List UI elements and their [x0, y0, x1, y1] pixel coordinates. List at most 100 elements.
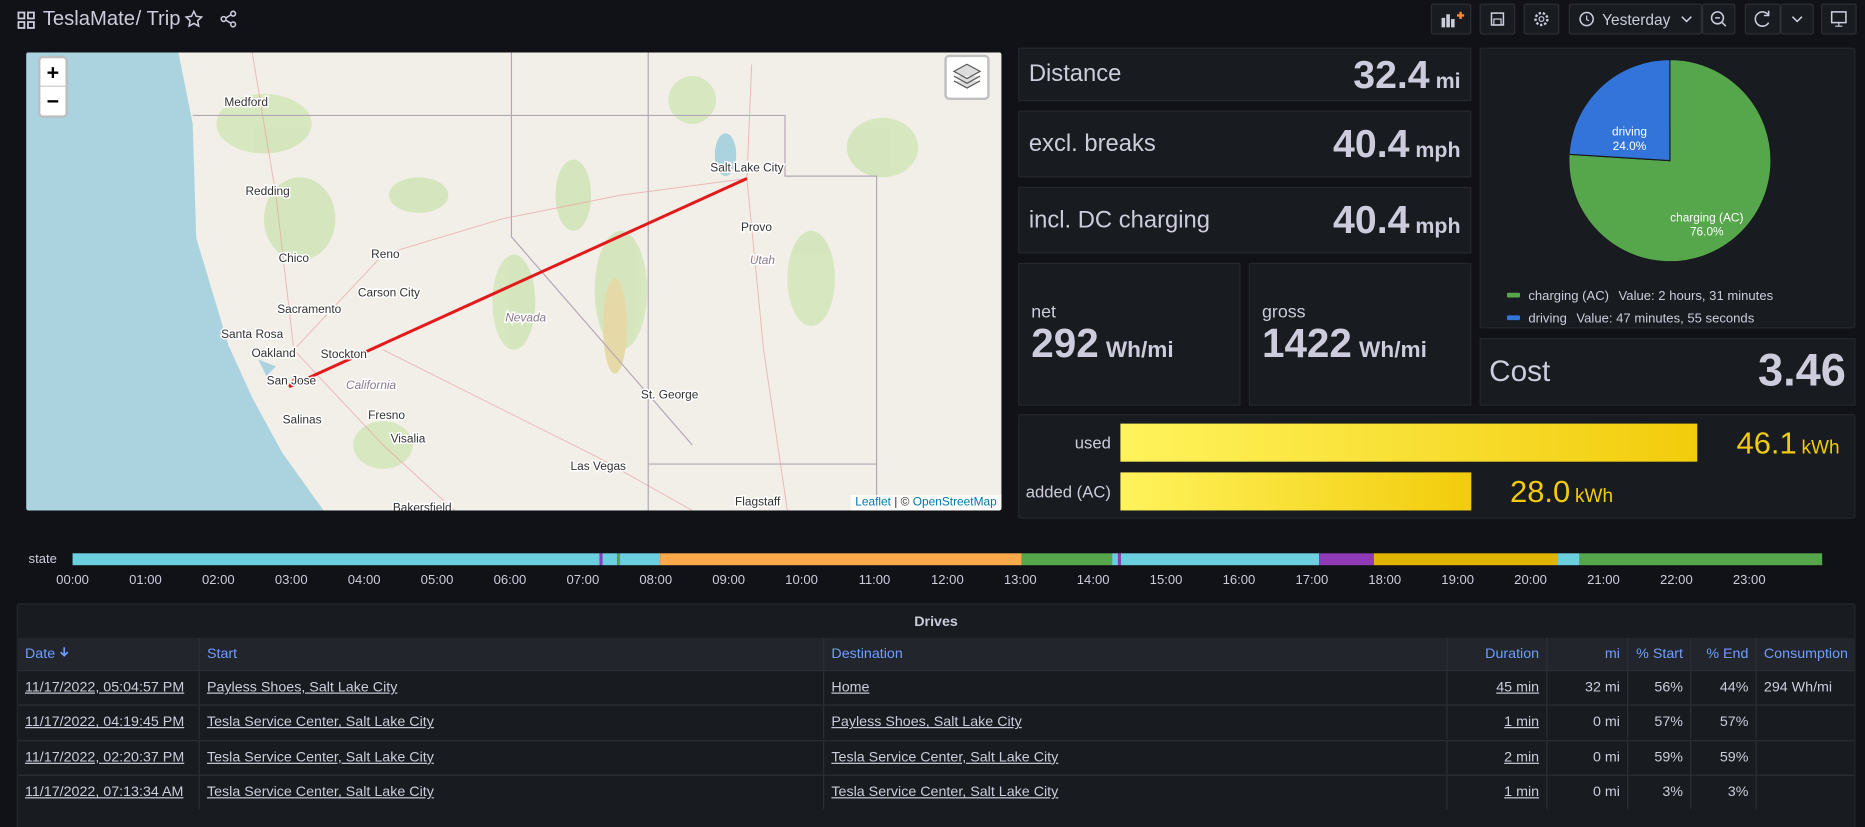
- table-cell: Tesla Service Center, Salt Lake City: [198, 774, 823, 810]
- table-cell: Home: [823, 669, 1446, 705]
- x-tick-label: 14:00: [1077, 572, 1110, 587]
- time-picker[interactable]: Yesterday: [1568, 3, 1703, 35]
- stat-value: 32.4: [1353, 51, 1430, 96]
- table-cell: 1 min: [1446, 704, 1546, 740]
- cell-link[interactable]: Tesla Service Center, Salt Lake City: [206, 748, 434, 765]
- table-cell: [1755, 704, 1857, 740]
- map-label: Visalia: [391, 432, 426, 446]
- cell-link[interactable]: Payless Shoes, Salt Lake City: [831, 713, 1022, 730]
- x-tick-label: 01:00: [129, 572, 162, 587]
- table-cell: 45 min: [1446, 669, 1546, 705]
- state-segment: [1021, 553, 1113, 566]
- stat-unit: mi: [1435, 68, 1461, 93]
- layers-control[interactable]: [944, 54, 990, 100]
- zoom-out[interactable]: −: [46, 89, 60, 114]
- cell-link[interactable]: Home: [831, 678, 870, 695]
- table-header: [17, 637, 1855, 670]
- column-header[interactable]: Date: [18, 638, 199, 670]
- stat-label: excl. breaks: [1028, 130, 1156, 157]
- efficiency-value: 292: [1031, 321, 1099, 367]
- column-header[interactable]: % Start: [1627, 637, 1690, 670]
- table-cell: 59%: [1627, 739, 1690, 775]
- map-borders: [192, 52, 878, 511]
- table-cell: 56%: [1627, 669, 1690, 705]
- chevron: [1791, 16, 1803, 23]
- state-segment: [1112, 553, 1118, 566]
- x-tick-label: 08:00: [639, 572, 672, 587]
- x-tick-label: 20:00: [1514, 572, 1547, 587]
- stat-value-group: 40.4 mph: [1333, 121, 1461, 166]
- x-tick-label: 16:00: [1223, 572, 1256, 587]
- cell-link[interactable]: Tesla Service Center, Salt Lake City: [206, 783, 434, 800]
- table-cell: 57%: [1627, 704, 1690, 740]
- column-header[interactable]: % End: [1690, 637, 1755, 670]
- cell-link[interactable]: 1 min: [1504, 713, 1540, 730]
- column-header[interactable]: Start: [198, 637, 823, 670]
- cell-link[interactable]: 11/17/2022, 05:04:57 PM: [24, 678, 185, 695]
- state-timeline: state 00:00 01:00 02:00 03:00 04:00 05:00 06:00…: [29, 551, 1823, 587]
- table-cell: 0 mi: [1546, 774, 1627, 810]
- view-mode-button[interactable]: [1820, 3, 1857, 35]
- bar: [1120, 423, 1698, 462]
- timeline-label: state: [29, 551, 57, 566]
- settings-button[interactable]: [1523, 3, 1560, 35]
- column-header[interactable]: mi: [1546, 637, 1627, 670]
- cell-link[interactable]: Payless Shoes, Salt Lake City: [206, 678, 398, 695]
- refresh-button[interactable]: [1744, 3, 1781, 35]
- cell-text: 57%: [1719, 713, 1749, 730]
- apps-icon[interactable]: [17, 11, 36, 30]
- x-tick-label: 06:00: [494, 572, 527, 587]
- x-tick-label: 09:00: [712, 572, 745, 587]
- bar-label: added (AC): [1025, 481, 1111, 501]
- cell-text: 44%: [1719, 678, 1749, 695]
- dashboard-title[interactable]: / Trip: [135, 7, 181, 30]
- star-icon[interactable]: [184, 9, 204, 29]
- trip-route-local: [288, 378, 304, 388]
- osm-link[interactable]: OpenStreetMap: [912, 496, 997, 510]
- stat-panel: incl. DC charging 40.4 mph: [1018, 186, 1472, 254]
- share-icon[interactable]: [219, 10, 238, 29]
- bar-label: used: [1074, 433, 1111, 453]
- table-cell: 44%: [1690, 669, 1755, 705]
- map-label: Sacramento: [277, 302, 341, 316]
- table-cell: 57%: [1690, 704, 1755, 740]
- zoom-in[interactable]: +: [40, 58, 66, 87]
- column-header[interactable]: Destination: [823, 637, 1446, 670]
- map-label: Reno: [371, 247, 400, 261]
- leaflet-link[interactable]: Leaflet: [855, 496, 891, 510]
- refresh-interval[interactable]: [1780, 3, 1814, 35]
- efficiency-label: gross: [1261, 302, 1306, 323]
- cell-link[interactable]: 11/17/2022, 07:13:34 AM: [24, 783, 184, 800]
- zoom-out-button[interactable]: [1702, 3, 1736, 35]
- dashboard-folder[interactable]: TeslaMate: [42, 7, 135, 30]
- cell-link[interactable]: Tesla Service Center, Salt Lake City: [206, 713, 434, 730]
- cell-link[interactable]: 1 min: [1504, 783, 1540, 800]
- column-header[interactable]: Consumption: [1755, 637, 1857, 670]
- cost-panel: Cost 3.46: [1479, 337, 1856, 406]
- table-cell: Tesla Service Center, Salt Lake City: [198, 739, 823, 775]
- cell-link[interactable]: 11/17/2022, 02:20:37 PM: [24, 748, 185, 765]
- cell-text: 0 mi: [1592, 783, 1620, 800]
- column-header[interactable]: Duration: [1446, 637, 1546, 670]
- cell-link[interactable]: 2 min: [1504, 748, 1540, 765]
- cell-link[interactable]: 45 min: [1496, 678, 1540, 695]
- add-panel-icon: [1441, 11, 1465, 28]
- map[interactable]: Medford Redding Chico Reno Carson City Sacram…: [26, 52, 1002, 511]
- map-label: Medford: [224, 95, 268, 109]
- state-segment: [1120, 553, 1320, 566]
- table-cell: [1755, 739, 1857, 775]
- cell-link[interactable]: 11/17/2022, 04:19:45 PM: [24, 713, 185, 730]
- cell-link[interactable]: Tesla Service Center, Salt Lake City: [831, 783, 1059, 800]
- settings-icon: [1534, 11, 1549, 27]
- table-row: [17, 669, 1855, 705]
- save-button[interactable]: [1479, 3, 1516, 35]
- x-tick-label: 21:00: [1587, 572, 1620, 587]
- add-panel-button[interactable]: [1430, 3, 1472, 35]
- stat-panel: excl. breaks 40.4 mph: [1018, 110, 1472, 178]
- time-range: Yesterday: [1602, 10, 1671, 29]
- map-panel[interactable]: Medford Redding Chico Reno Carson City Sacram…: [26, 52, 1002, 511]
- cell-link[interactable]: Tesla Service Center, Salt Lake City: [831, 748, 1059, 765]
- efficiency-value-group: 292 Wh/mi: [1031, 321, 1173, 367]
- cell-text: 32 mi: [1585, 678, 1620, 695]
